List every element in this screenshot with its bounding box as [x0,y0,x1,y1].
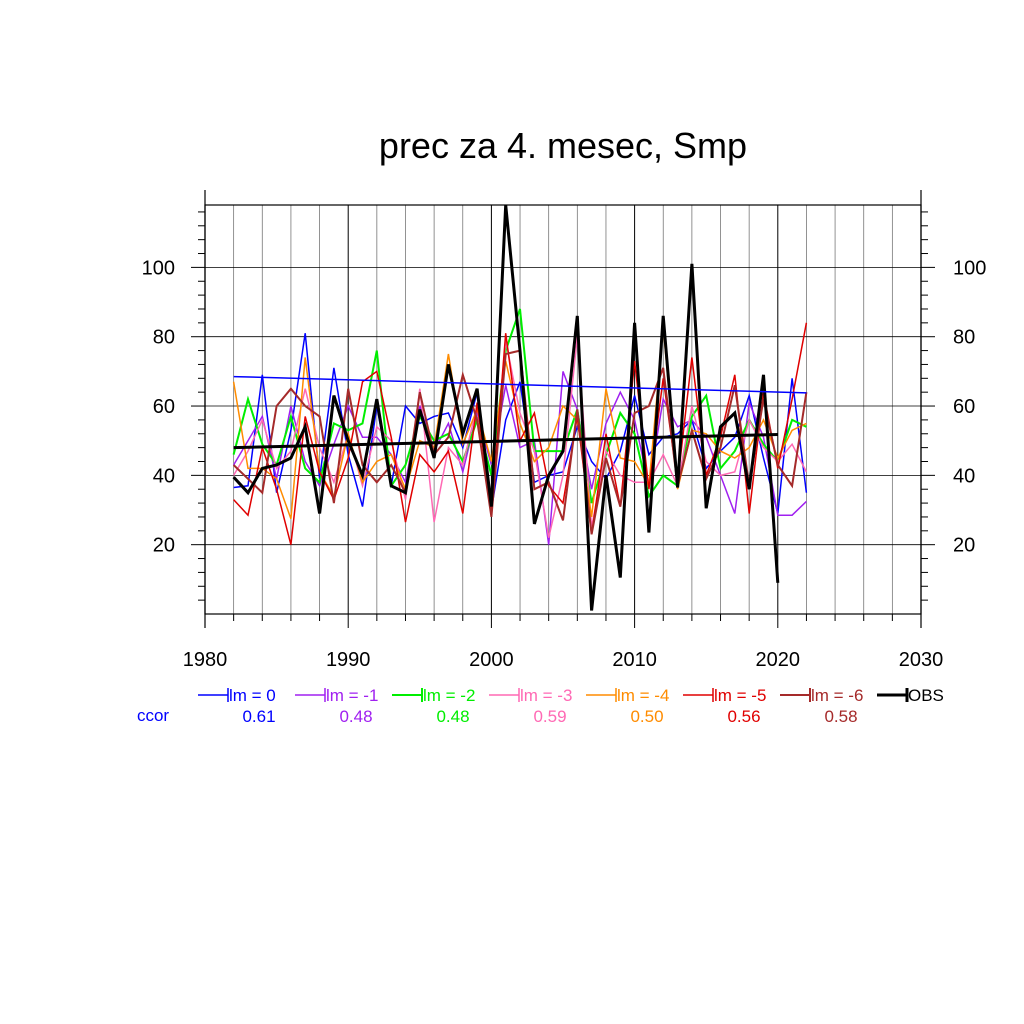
y-tick-label: 40 [153,465,175,487]
legend-label-lm-1: lm = -1 [326,686,378,705]
series-line-obs [232,204,780,611]
ccor-value-lm-1: 0.48 [339,707,372,726]
y-tick-label: 20 [153,535,175,557]
y-tick-label: 60 [153,396,175,418]
y-tick-label: 100 [142,257,175,279]
legend-label-lm-4: lm = -4 [617,686,669,705]
trend-lines [233,375,807,450]
legend-label-lm-6: lm = -6 [811,686,863,705]
y-tick-label-right: 60 [953,396,975,418]
y-tick-label-right: 80 [953,327,975,349]
ccor-value-lm-4: 0.50 [630,707,663,726]
y-tick-label-right: 40 [953,465,975,487]
series-line-lm-1 [232,371,807,545]
legend-label-lm-0: lm = 0 [229,686,276,705]
x-tick-label: 1980 [183,649,228,671]
series-line-lm-4 [232,326,807,519]
legend: lm = 0 0.61 lm = -1 0.48 lm = -2 0.48 lm = -3 0… [137,686,944,726]
ccor-value-lm-3: 0.59 [533,707,566,726]
trend-line-lm-0 [233,375,807,394]
y-tick-label: 80 [153,327,175,349]
ccor-value-lm-0: 0.61 [242,707,275,726]
x-tick-label: 2020 [756,649,801,671]
y-tick-label-right: 20 [953,535,975,557]
legend-label-lm-2: lm = -2 [423,686,475,705]
ccor-value-lm-2: 0.48 [436,707,469,726]
y-tick-label-right: 100 [953,257,986,279]
x-tick-label: 2000 [469,649,514,671]
chart-title: prec za 4. mesec, Smp [379,125,747,166]
legend-label-obs: OBS [908,686,944,705]
ccor-value-lm-5: 0.56 [727,707,760,726]
legend-label-lm-5: lm = -5 [714,686,766,705]
x-tick-label: 1990 [326,649,371,671]
legend-label-lm-3: lm = -3 [520,686,572,705]
x-tick-label: 2030 [899,649,944,671]
ccor-value-lm-6: 0.58 [824,707,857,726]
trend-line-obs [233,432,778,450]
x-tick-label: 2010 [612,649,657,671]
ccor-label: ccor [137,706,169,725]
